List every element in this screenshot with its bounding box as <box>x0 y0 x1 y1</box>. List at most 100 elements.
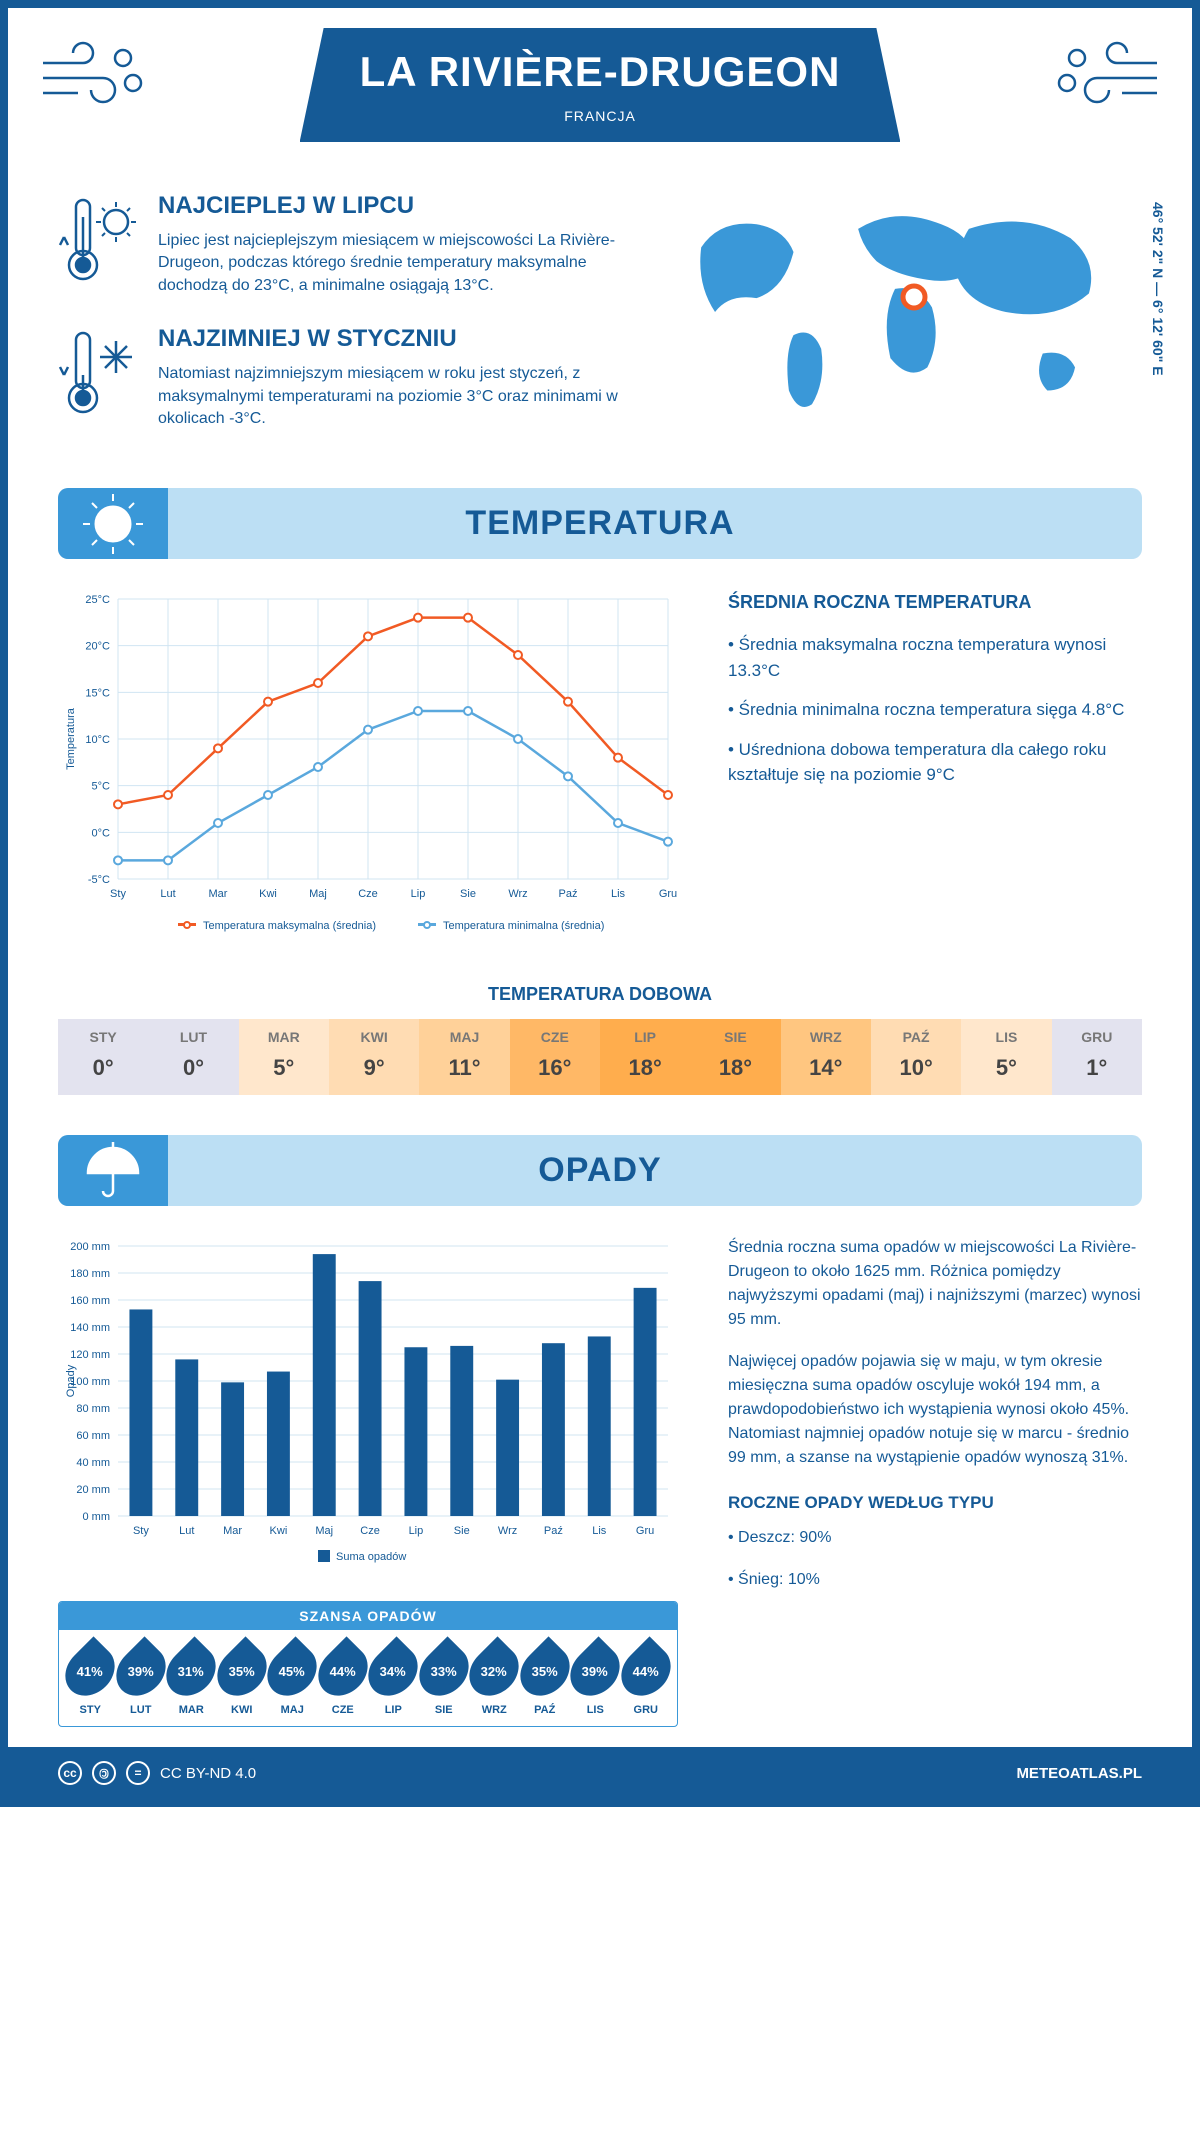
daily-cell: STY0° <box>58 1019 148 1095</box>
daily-cell: LUT0° <box>148 1019 238 1095</box>
stats-title: ŚREDNIA ROCZNA TEMPERATURA <box>728 589 1142 616</box>
svg-text:Temperatura minimalna (średnia: Temperatura minimalna (średnia) <box>443 920 604 932</box>
svg-text:Maj: Maj <box>309 888 327 900</box>
svg-text:180 mm: 180 mm <box>70 1268 110 1280</box>
rain-chance-drop: 34%LIP <box>368 1644 419 1716</box>
coordinates: 46° 52' 2" N — 6° 12' 60" E <box>1150 202 1166 376</box>
title-banner: LA RIVIÈRE-DRUGEON FRANCJA <box>300 28 901 142</box>
rain-chance-box: SZANSA OPADÓW 41%STY39%LUT31%MAR35%KWI45… <box>58 1601 678 1727</box>
svg-text:Sie: Sie <box>454 1525 470 1537</box>
rain-chance-drop: 35%PAŹ <box>520 1644 571 1716</box>
svg-text:Sty: Sty <box>133 1525 149 1537</box>
svg-text:20°C: 20°C <box>85 641 110 653</box>
stat-line: • Uśredniona dobowa temperatura dla całe… <box>728 737 1142 788</box>
rain-chance-drop: 39%LUT <box>116 1644 167 1716</box>
svg-text:25°C: 25°C <box>85 594 110 606</box>
daily-cell: GRU1° <box>1052 1019 1142 1095</box>
svg-text:Lip: Lip <box>411 888 426 900</box>
daily-cell: LIS5° <box>961 1019 1051 1095</box>
daily-cell: SIE18° <box>690 1019 780 1095</box>
daily-temp-row: STY0°LUT0°MAR5°KWI9°MAJ11°CZE16°LIP18°SI… <box>58 1019 1142 1095</box>
intro-section: NAJCIEPLEJ W LIPCU Lipiec jest najcieple… <box>8 172 1192 488</box>
daily-cell: CZE16° <box>510 1019 600 1095</box>
svg-text:Opady: Opady <box>65 1365 77 1398</box>
rain-chance-drop: 44%GRU <box>621 1644 672 1716</box>
svg-text:Temperatura maksymalna (średni: Temperatura maksymalna (średnia) <box>203 920 376 932</box>
daily-cell: LIP18° <box>600 1019 690 1095</box>
svg-text:Suma opadów: Suma opadów <box>336 1551 406 1563</box>
svg-text:Sie: Sie <box>460 888 476 900</box>
svg-text:Wrz: Wrz <box>498 1525 517 1537</box>
daily-cell: KWI9° <box>329 1019 419 1095</box>
svg-text:200 mm: 200 mm <box>70 1241 110 1253</box>
svg-text:Cze: Cze <box>360 1525 380 1537</box>
site-name: METEOATLAS.PL <box>1016 1765 1142 1782</box>
temperature-chart: -5°C0°C5°C10°C15°C20°C25°CStyLutMarKwiMa… <box>58 589 678 954</box>
page-title: LA RIVIÈRE-DRUGEON <box>360 48 841 96</box>
wind-icon <box>1052 38 1162 113</box>
cold-fact: NAJZIMNIEJ W STYCZNIU Natomiast najzimni… <box>58 325 627 430</box>
rain-type-title: ROCZNE OPADY WEDŁUG TYPU <box>728 1490 1142 1516</box>
svg-text:Maj: Maj <box>315 1525 333 1537</box>
svg-text:Lut: Lut <box>179 1525 194 1537</box>
daily-cell: MAR5° <box>239 1019 329 1095</box>
svg-text:Wrz: Wrz <box>508 888 527 900</box>
by-icon: 🄯 <box>92 1761 116 1785</box>
svg-text:Mar: Mar <box>209 888 228 900</box>
daily-cell: MAJ11° <box>419 1019 509 1095</box>
svg-text:Lut: Lut <box>160 888 175 900</box>
daily-temp-title: TEMPERATURA DOBOWA <box>8 984 1192 1005</box>
svg-text:Paź: Paź <box>559 888 578 900</box>
svg-text:Kwi: Kwi <box>259 888 277 900</box>
svg-text:Cze: Cze <box>358 888 378 900</box>
umbrella-icon <box>58 1135 168 1206</box>
svg-text:Gru: Gru <box>636 1525 654 1537</box>
rain-chance-drop: 32%WRZ <box>469 1644 520 1716</box>
rain-header: OPADY <box>58 1135 1142 1206</box>
rain-chance-drop: 41%STY <box>65 1644 116 1716</box>
svg-text:140 mm: 140 mm <box>70 1322 110 1334</box>
rain-chart: 0 mm20 mm40 mm60 mm80 mm100 mm120 mm140 … <box>58 1236 678 1581</box>
cold-title: NAJZIMNIEJ W STYCZNIU <box>158 325 627 353</box>
svg-text:60 mm: 60 mm <box>76 1430 110 1442</box>
rain-text: Najwięcej opadów pojawia się w maju, w t… <box>728 1350 1142 1470</box>
warm-title: NAJCIEPLEJ W LIPCU <box>158 192 627 220</box>
rain-type-line: • Śnieg: 10% <box>728 1568 1142 1592</box>
rain-chance-drop: 39%LIS <box>570 1644 621 1716</box>
daily-cell: PAŹ10° <box>871 1019 961 1095</box>
temperature-header: TEMPERATURA <box>58 488 1142 559</box>
footer: cc 🄯 = CC BY-ND 4.0 METEOATLAS.PL <box>8 1747 1192 1799</box>
svg-text:20 mm: 20 mm <box>76 1484 110 1496</box>
rain-chance-drop: 33%SIE <box>419 1644 470 1716</box>
license-text: CC BY-ND 4.0 <box>160 1765 256 1782</box>
stat-line: • Średnia maksymalna roczna temperatura … <box>728 632 1142 683</box>
svg-text:Temperatura: Temperatura <box>65 708 77 771</box>
thermometer-snow-icon <box>58 325 138 430</box>
svg-text:0 mm: 0 mm <box>83 1511 111 1523</box>
temperature-stats: ŚREDNIA ROCZNA TEMPERATURA • Średnia mak… <box>728 589 1142 954</box>
rain-text: Średnia roczna suma opadów w miejscowośc… <box>728 1236 1142 1332</box>
svg-text:5°C: 5°C <box>92 781 111 793</box>
svg-text:Lis: Lis <box>611 888 626 900</box>
stat-line: • Średnia minimalna roczna temperatura s… <box>728 697 1142 723</box>
page: LA RIVIÈRE-DRUGEON FRANCJA NAJCIEPLEJ W … <box>0 0 1200 1807</box>
svg-text:Paź: Paź <box>544 1525 563 1537</box>
thermometer-sun-icon <box>58 192 138 297</box>
daily-cell: WRZ14° <box>781 1019 871 1095</box>
svg-text:80 mm: 80 mm <box>76 1403 110 1415</box>
svg-text:Lip: Lip <box>409 1525 424 1537</box>
rain-chance-drop: 35%KWI <box>217 1644 268 1716</box>
svg-text:160 mm: 160 mm <box>70 1295 110 1307</box>
rain-type-line: • Deszcz: 90% <box>728 1526 1142 1550</box>
page-subtitle: FRANCJA <box>360 108 841 124</box>
svg-text:Sty: Sty <box>110 888 126 900</box>
rain-chance-drop: 45%MAJ <box>267 1644 318 1716</box>
warm-text: Lipiec jest najcieplejszym miesiącem w m… <box>158 230 627 297</box>
svg-text:40 mm: 40 mm <box>76 1457 110 1469</box>
svg-text:10°C: 10°C <box>85 734 110 746</box>
svg-text:-5°C: -5°C <box>88 874 110 886</box>
temperature-title: TEMPERATURA <box>58 504 1142 543</box>
svg-text:Mar: Mar <box>223 1525 242 1537</box>
header: LA RIVIÈRE-DRUGEON FRANCJA <box>8 8 1192 172</box>
rain-chance-drop: 44%CZE <box>318 1644 369 1716</box>
